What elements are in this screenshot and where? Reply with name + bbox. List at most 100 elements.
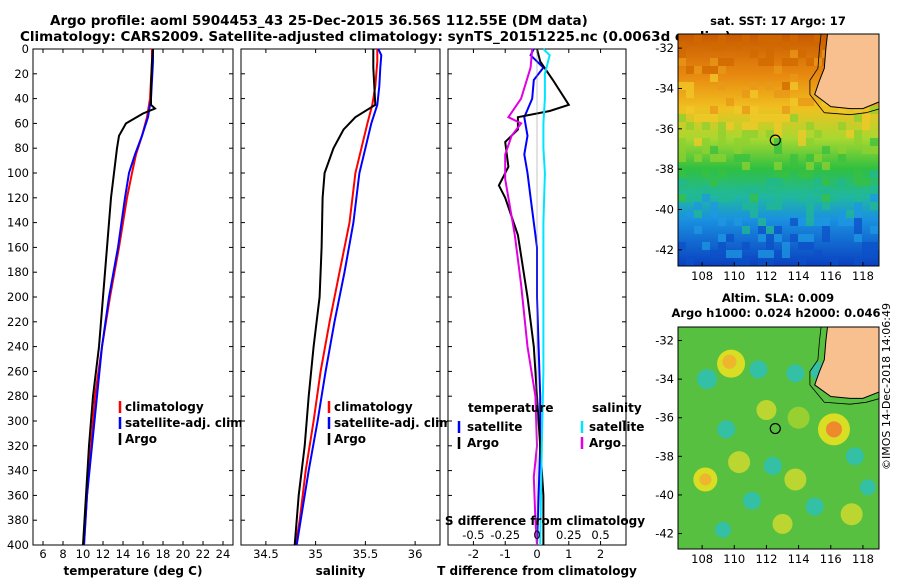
y-tick-label: 360 xyxy=(7,488,29,502)
lat-tick-label: -34 xyxy=(655,81,674,95)
argo-position-marker xyxy=(769,134,781,146)
lat-tick-label: -40 xyxy=(655,203,674,217)
x-tick-label: 0 xyxy=(533,547,540,561)
y-tick-label: 180 xyxy=(7,265,29,279)
sst-pixel xyxy=(806,58,814,66)
map-body xyxy=(678,34,879,266)
sst-pixel xyxy=(686,82,694,90)
x-tick-label: 1 xyxy=(565,547,572,561)
sst-pixel xyxy=(710,66,718,74)
sst-pixel xyxy=(678,82,686,90)
sla-anomaly xyxy=(742,491,761,510)
sst-pixel xyxy=(742,122,750,130)
x-tick-label: 22 xyxy=(196,547,211,561)
sst-pixel xyxy=(694,194,702,202)
sst-pixel xyxy=(678,114,686,122)
sst-pixel xyxy=(782,90,790,98)
lon-tick-label: 112 xyxy=(755,552,777,566)
s-diff-tick-label: 0.5 xyxy=(591,528,609,542)
sst-pixel xyxy=(814,178,822,186)
lat-tick-label: -42 xyxy=(655,527,674,541)
y-tick-label: 120 xyxy=(7,191,29,205)
sst-pixel xyxy=(742,258,750,266)
x-tick-label: 35.5 xyxy=(353,547,379,561)
sst-pixel xyxy=(718,122,726,130)
sst-pixel xyxy=(862,250,870,258)
sst-pixel xyxy=(790,162,798,170)
sst-pixel xyxy=(798,130,806,138)
series-argo xyxy=(293,49,377,546)
y-tick-label: 380 xyxy=(7,513,29,527)
sst-pixel xyxy=(806,202,814,210)
sst-pixel xyxy=(702,146,710,154)
sst-pixel xyxy=(702,114,710,122)
sst-pixel xyxy=(710,210,718,218)
sst-pixel xyxy=(830,194,838,202)
sst-pixel xyxy=(798,234,806,242)
sst-pixel xyxy=(798,50,806,58)
panel-salinity: 34.5 35 35.5 36 salinity climatology satellite… xyxy=(240,48,456,578)
sst-pixel xyxy=(750,82,758,90)
sst-pixel xyxy=(718,42,726,50)
legend-temperature-title: temperature xyxy=(468,401,553,415)
map-frame xyxy=(677,33,880,267)
lat-tick-label: -38 xyxy=(655,449,674,463)
sst-pixel xyxy=(678,170,686,178)
sst-pixel xyxy=(774,202,782,210)
sst-pixel xyxy=(710,74,718,82)
sst-pixel xyxy=(774,34,782,42)
sst-pixel xyxy=(854,194,862,202)
legend-entry-2: Argo xyxy=(334,432,366,446)
sst-pixel xyxy=(846,210,854,218)
sst-pixel xyxy=(742,226,750,234)
sst-pixel xyxy=(718,194,726,202)
sla-anomaly xyxy=(859,479,876,496)
sst-pixel xyxy=(718,82,726,90)
series-temperature-argo xyxy=(497,48,571,545)
sst-pixel xyxy=(838,122,846,130)
sst-pixel xyxy=(718,242,726,250)
sst-pixel xyxy=(790,98,798,106)
legend-entry-1: satellite-adj. clim. xyxy=(125,416,247,430)
sst-pixel xyxy=(854,130,862,138)
sla-anomaly xyxy=(722,354,737,369)
sst-pixel xyxy=(838,178,846,186)
sst-pixel xyxy=(726,194,734,202)
sst-pixel xyxy=(678,194,686,202)
lat-tick-label: -36 xyxy=(655,122,674,136)
lon-tick-label: 116 xyxy=(820,269,842,283)
sla-anomaly xyxy=(840,503,863,526)
sst-pixel xyxy=(798,194,806,202)
sst-pixel xyxy=(742,186,750,194)
y-tick-label: 240 xyxy=(7,340,29,354)
sst-pixel xyxy=(718,138,726,146)
lat-tick-label: -38 xyxy=(655,162,674,176)
sst-pixel xyxy=(702,186,710,194)
sst-pixel xyxy=(758,34,766,42)
sst-pixel xyxy=(742,138,750,146)
sst-pixel xyxy=(678,242,686,250)
sst-pixel xyxy=(862,242,870,250)
sst-pixel xyxy=(790,50,798,58)
sst-pixel xyxy=(822,162,830,170)
sst-pixel xyxy=(702,122,710,130)
sst-pixel xyxy=(694,138,702,146)
sst-pixel xyxy=(766,234,774,242)
sst-pixel xyxy=(838,146,846,154)
temperature-frame xyxy=(32,48,234,546)
sst-pixel xyxy=(734,154,742,162)
sst-pixel xyxy=(806,170,814,178)
lon-tick-label: 114 xyxy=(788,269,810,283)
sst-pixel xyxy=(822,186,830,194)
sst-pixel xyxy=(718,154,726,162)
lat-tick-label: -32 xyxy=(655,41,674,55)
lat-tick-label: -32 xyxy=(655,334,674,348)
sst-pixel xyxy=(678,138,686,146)
legend-salinity-item: Argo xyxy=(589,436,621,450)
legend-entry-0: climatology xyxy=(125,400,204,414)
panel-temperature: 0 20 40 60 80 100 120 140 160 180 200 220 240 260 280 3… xyxy=(7,42,247,578)
sst-pixel xyxy=(758,234,766,242)
s-diff-axis-label: S difference from climatology xyxy=(445,514,645,528)
sst-pixel xyxy=(854,170,862,178)
land-australia xyxy=(814,327,879,399)
